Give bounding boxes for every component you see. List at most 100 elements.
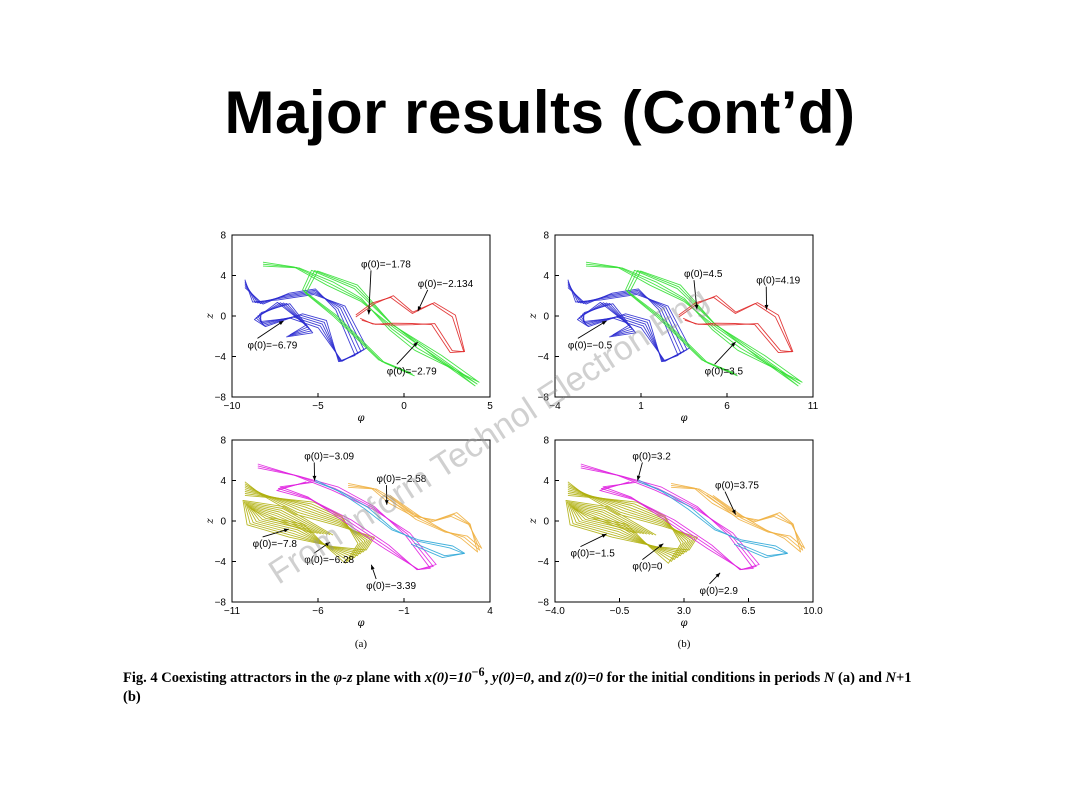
attractor-curve-orange: [348, 486, 483, 549]
attractor-curve-red: [355, 296, 466, 354]
annotation-arrow: [577, 320, 607, 339]
attractor-curve-olive: [566, 483, 696, 553]
x-axis-label: φ: [680, 618, 687, 629]
y-tick-label: −4: [215, 557, 227, 568]
attractor-curve-magenta: [257, 463, 437, 570]
x-tick-label: 5: [487, 401, 493, 412]
arrow-head: [715, 572, 721, 578]
series-label: φ(0)=3.75: [715, 481, 759, 492]
caption-plane: φ-z: [333, 669, 353, 686]
attractor-curve-blue: [244, 285, 359, 362]
y-axis-label: z: [205, 518, 216, 525]
annotation-arrow: [714, 341, 736, 365]
y-tick-label: −8: [215, 598, 227, 609]
attractor-curve-olive: [244, 494, 359, 564]
caption-x0: x(0)=10: [424, 669, 472, 686]
arrow-head: [601, 533, 607, 538]
arrow-head: [370, 564, 375, 570]
y-tick-label: −4: [538, 557, 550, 568]
series-label: φ(0)=−2.58: [376, 474, 426, 485]
caption-text-e: for the initial conditions in periods: [603, 669, 824, 686]
y-tick-label: −8: [215, 393, 227, 404]
attractor-curve-olive: [567, 491, 687, 560]
caption-text-a: Coexisting attractors in the: [161, 669, 334, 686]
attractor-curve-olive: [244, 493, 361, 562]
arrow-head: [312, 475, 317, 481]
y-axis-label: z: [528, 518, 539, 525]
series-label: φ(0)=−2.79: [387, 366, 437, 377]
series-label: φ(0)=4.5: [684, 269, 723, 280]
attractor-curve-green: [585, 265, 803, 383]
y-axis-label: z: [528, 313, 539, 320]
caption-z0: z(0)=0: [564, 669, 603, 686]
attractor-curve-magenta: [257, 467, 431, 571]
attractor-curve-cyan: [637, 479, 789, 559]
attractor-curve-blue: [567, 281, 688, 362]
series-label: φ(0)=−1.78: [361, 259, 411, 270]
y-tick-label: 4: [543, 476, 549, 487]
attractor-curve-red: [678, 295, 793, 353]
arrow-head: [417, 306, 422, 312]
x-tick-label: −4.0: [545, 606, 565, 617]
annotation-arrow: [257, 320, 284, 339]
attractor-curve-green: [262, 261, 476, 387]
caption-label: Fig. 4: [123, 669, 158, 686]
y-tick-label: −4: [215, 352, 227, 363]
y-tick-label: −8: [538, 598, 550, 609]
y-tick-label: 8: [543, 231, 549, 242]
attractor-curve-olive: [244, 489, 366, 559]
x-tick-label: −5: [312, 401, 324, 412]
annotation-arrow: [580, 533, 607, 548]
series-label: φ(0)=−7.8: [253, 539, 298, 550]
series-label: φ(0)=−0.5: [568, 340, 613, 351]
arrow-head: [601, 320, 607, 325]
annotation-arrow: [396, 341, 419, 365]
arrow-head: [413, 341, 418, 347]
x-tick-label: −1: [398, 606, 410, 617]
caption-n: N: [823, 669, 835, 686]
y-tick-label: 4: [220, 476, 226, 487]
x-axis-label: φ: [357, 618, 364, 629]
series-label: φ(0)=3.5: [705, 366, 744, 377]
attractor-curve-orange: [671, 482, 802, 553]
arrow-head: [283, 528, 289, 533]
caption-y0: y(0)=0: [491, 669, 531, 686]
attractor-figure: −10 −5 0 5840−4−8φzφ(0)=−6.79φ(0)=−2.79φ(0)…: [205, 231, 823, 651]
annotation-arrow: [693, 280, 698, 310]
y-tick-label: 0: [543, 312, 549, 323]
attractor-curve-blue: [567, 279, 691, 362]
arrow-head: [658, 543, 664, 549]
series-label: φ(0)=3.2: [632, 451, 671, 462]
attractor-curve-orange: [671, 486, 806, 549]
y-tick-label: −8: [538, 393, 550, 404]
annotation-arrow: [368, 270, 372, 315]
caption-text-f: (a) and: [834, 669, 886, 686]
attractor-curve-olive: [243, 483, 373, 553]
attractor-curve-red: [355, 295, 465, 353]
y-tick-label: 0: [543, 517, 549, 528]
arrow-head: [325, 542, 331, 547]
arrow-head: [731, 509, 736, 515]
attractor-curve-olive: [244, 487, 368, 557]
arrow-head: [367, 309, 371, 315]
y-tick-label: 0: [220, 312, 226, 323]
x-tick-label: 11: [808, 401, 819, 412]
arrow-head: [636, 475, 641, 481]
attractor-curve-olive: [567, 493, 684, 562]
x-axis-label: φ: [357, 413, 364, 424]
series-label: φ(0)=−1.5: [570, 549, 615, 560]
x-tick-label: 6.5: [742, 606, 756, 617]
attractor-curve-olive: [565, 481, 698, 551]
attractor-curve-cyan: [314, 481, 465, 557]
y-tick-label: 8: [220, 231, 226, 242]
y-tick-label: −4: [538, 352, 550, 363]
attractor-curve-green: [262, 265, 480, 383]
attractor-curve-olive: [567, 487, 691, 557]
caption-x0-exp: −6: [471, 665, 485, 679]
arrow-head: [384, 500, 389, 505]
x-tick-label: −4: [549, 401, 561, 412]
y-tick-label: 8: [220, 436, 226, 447]
panel-letter: (a): [355, 638, 368, 650]
y-tick-label: 4: [543, 271, 549, 282]
x-tick-label: 4: [487, 606, 493, 617]
